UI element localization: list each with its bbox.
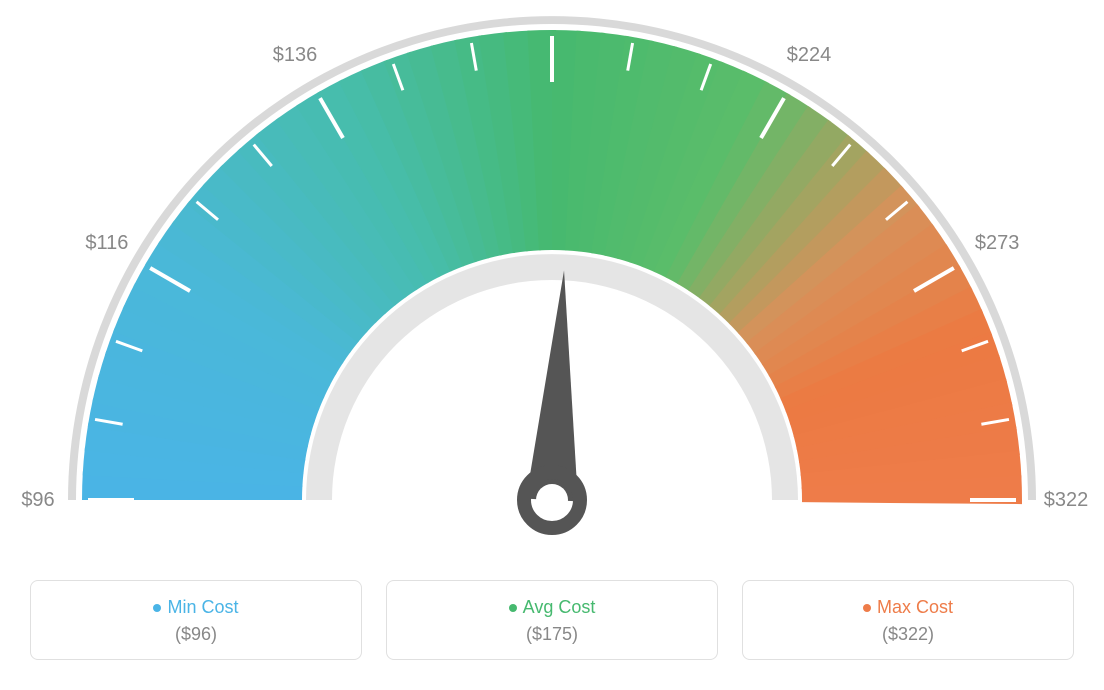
- legend-max-box: Max Cost ($322): [742, 580, 1074, 660]
- cost-gauge: $96$116$136$175$224$273$322: [0, 0, 1104, 570]
- svg-text:$273: $273: [975, 232, 1020, 254]
- legend-avg-label: Avg Cost: [523, 597, 596, 617]
- legend-avg-title: Avg Cost: [387, 597, 717, 618]
- dot-icon: [509, 604, 517, 612]
- dot-icon: [863, 604, 871, 612]
- svg-text:$224: $224: [787, 44, 832, 66]
- gauge-svg: $96$116$136$175$224$273$322: [0, 0, 1104, 570]
- svg-text:$96: $96: [21, 489, 54, 511]
- dot-icon: [153, 604, 161, 612]
- svg-text:$136: $136: [273, 44, 318, 66]
- legend-max-title: Max Cost: [743, 597, 1073, 618]
- legend-min-box: Min Cost ($96): [30, 580, 362, 660]
- legend-avg-box: Avg Cost ($175): [386, 580, 718, 660]
- legend-min-label: Min Cost: [167, 597, 238, 617]
- svg-text:$116: $116: [85, 232, 128, 254]
- legend-row: Min Cost ($96) Avg Cost ($175) Max Cost …: [0, 580, 1104, 660]
- legend-max-value: ($322): [743, 624, 1073, 645]
- legend-avg-value: ($175): [387, 624, 717, 645]
- svg-text:$322: $322: [1044, 489, 1089, 511]
- legend-min-value: ($96): [31, 624, 361, 645]
- legend-min-title: Min Cost: [31, 597, 361, 618]
- legend-max-label: Max Cost: [877, 597, 953, 617]
